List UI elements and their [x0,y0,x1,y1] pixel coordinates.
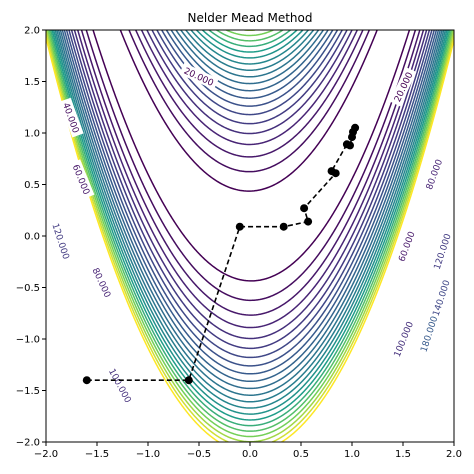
contour-level-100 [73,30,428,340]
contour-label-bg [393,226,419,267]
contour-label-bg [416,313,441,354]
contour-level-280 [54,30,447,409]
chart-title: Nelder Mead Method [188,11,313,25]
x-tick-label: 2.0 [446,449,462,460]
path-point [184,376,193,385]
y-tick-label: 0.5 [24,180,40,191]
y-tick-label: 1.0 [24,129,40,140]
x-tick-label: 1.5 [395,449,411,460]
contour-lines [46,30,454,442]
contour-level-140 [68,30,433,359]
contour-level-60 [80,30,421,316]
x-tick-label: −2.0 [34,449,58,460]
path-line [86,127,356,381]
contour-label-bg [429,277,453,318]
contour-label-bg [59,97,84,138]
contour-label-bg [389,66,417,107]
contour-label-9: 140.000 [429,277,453,318]
y-tick-label: 0.0 [24,232,40,243]
contour-label-5: 120.000 [49,221,73,261]
contour-level-20 [92,30,411,282]
contour-level-380 [47,30,454,438]
path-point [235,222,244,231]
x-tick-label: −0.5 [187,449,211,460]
contour-level-220 [59,30,442,390]
y-tick-label: −0.5 [16,283,40,294]
contour-label-10: 100.000 [106,365,135,405]
y-tick-label: −2.0 [16,438,40,449]
contour-level-320 [51,30,450,421]
contour-label-4: 80.000 [421,154,446,195]
contour-label-0: 20.000 [179,62,219,90]
contour-level-240 [57,30,443,396]
path-point [300,204,309,213]
x-tick-label: −1.0 [136,449,160,460]
contour-level-180 [63,30,438,375]
contour-label-12: 180.000 [416,313,441,354]
x-tick-label: 0.5 [293,449,309,460]
contour-label-bg [69,159,95,200]
contour-level-120 [70,30,431,350]
x-axis: −2.0 −1.5 −1.0 −0.5 0.0 0.5 1.0 1.5 2.0 [34,442,462,460]
x-tick-label: 0.0 [242,449,258,460]
path-point [304,217,313,226]
contour-label-bg [49,221,73,262]
contour-label-bg [179,62,219,90]
y-tick-label: −1.0 [16,335,40,346]
contour-label-bg [88,262,116,303]
path-point [279,222,288,231]
contour-label-bg [421,154,446,195]
path-point [327,167,336,176]
contour-level-40 [85,30,417,302]
y-tick-label: 1.5 [24,77,40,88]
y-tick-label: −1.5 [16,386,40,397]
path-point [82,376,91,385]
x-tick-label: 1.0 [344,449,360,460]
contour-level-200 [61,30,440,383]
x-tick-label: −1.5 [85,449,109,460]
y-tick-label: 2.0 [24,26,40,37]
y-axis: −2.0 −1.5 −1.0 −0.5 0.0 0.5 1.0 1.5 2.0 [16,26,46,449]
optimizer-path [82,123,360,385]
contour-label-bg [430,231,454,272]
path-point [351,123,360,132]
contour-level-260 [56,30,445,403]
contour-label-bg [106,365,135,405]
contour-label-bg [390,319,416,359]
contour-label-text: 100.000 [393,320,416,359]
contour-label-8: 120.000 [430,231,454,272]
contour-level-300 [52,30,448,415]
contour-level-340 [49,30,451,427]
contour-label-6: 80.000 [88,262,116,303]
path-point [346,141,354,150]
contour-label-11: 100.000 [390,319,416,359]
